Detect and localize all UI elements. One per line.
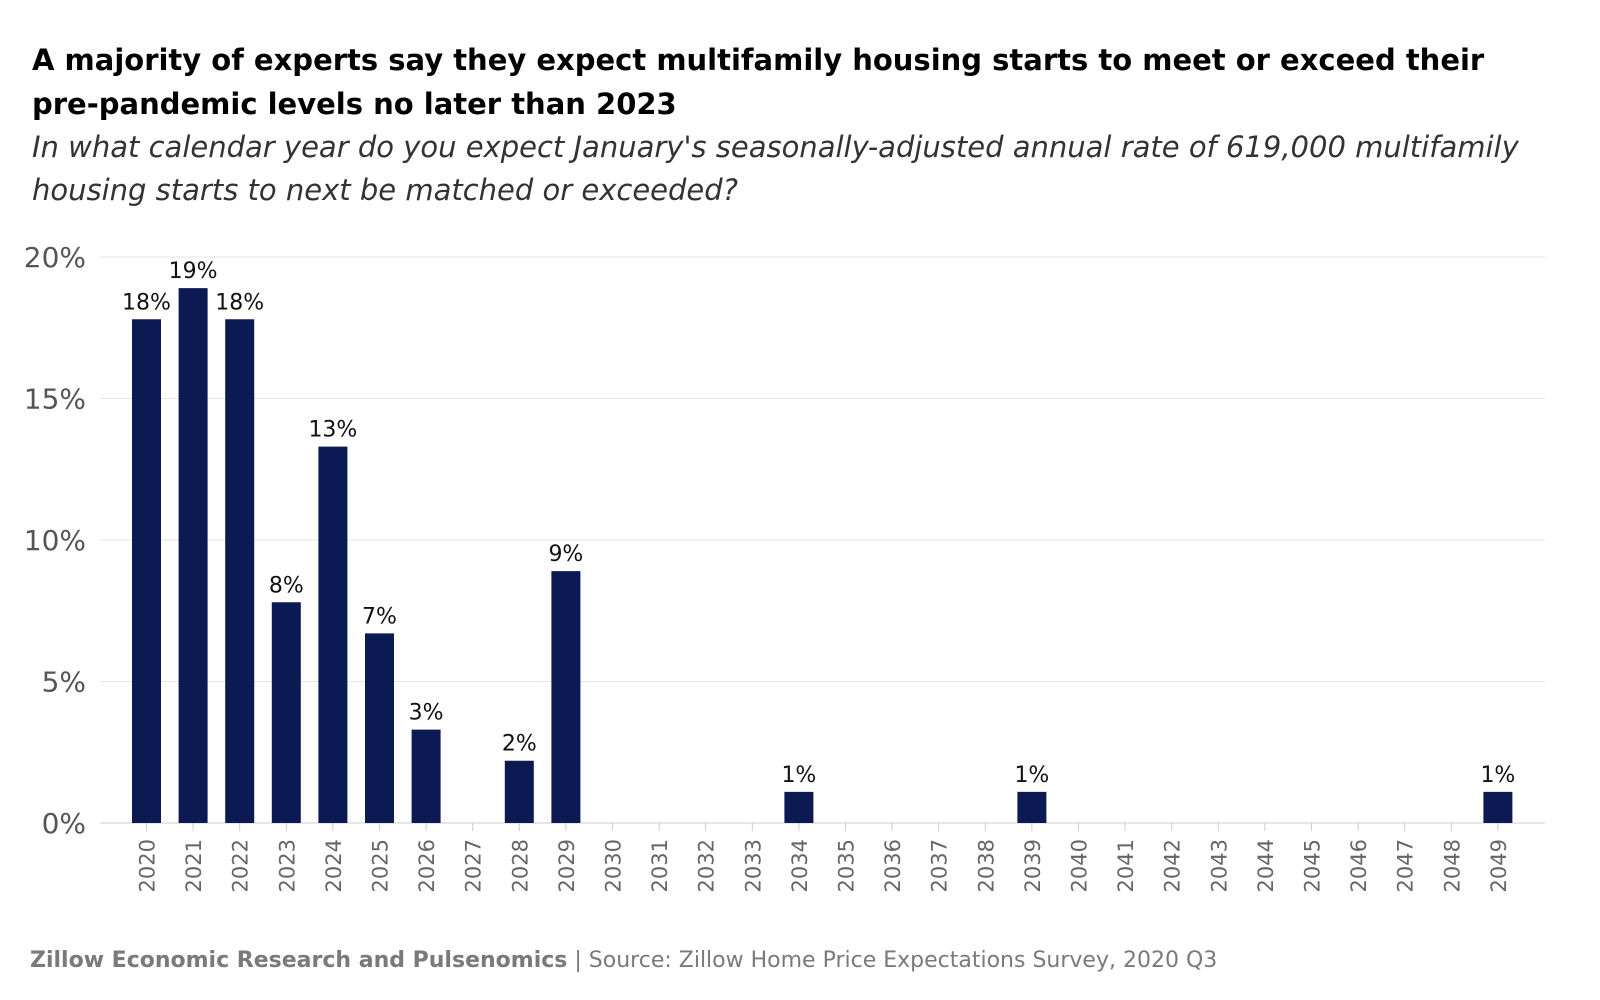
bar xyxy=(178,288,208,823)
data-label: 7% xyxy=(362,604,397,629)
x-tick-label: 2031 xyxy=(648,839,672,892)
x-tick-label: 2033 xyxy=(741,839,765,892)
x-tick-label: 2047 xyxy=(1394,839,1418,892)
x-tick-label: 2042 xyxy=(1161,839,1185,892)
y-tick-label: 20% xyxy=(24,241,86,274)
data-label: 18% xyxy=(215,290,264,315)
x-tick-label: 2035 xyxy=(835,839,859,892)
bar xyxy=(132,319,161,823)
data-label: 19% xyxy=(169,259,218,284)
data-label: 2% xyxy=(502,732,537,757)
bar xyxy=(504,760,534,823)
x-tick-label: 2034 xyxy=(788,839,812,892)
x-tick-label: 2021 xyxy=(182,839,206,892)
x-tick-label: 2023 xyxy=(275,839,299,892)
x-tick-label: 2049 xyxy=(1487,839,1511,892)
x-tick-label: 2041 xyxy=(1114,839,1138,892)
bar xyxy=(318,446,348,823)
bar xyxy=(411,729,441,823)
data-label: 9% xyxy=(548,542,583,567)
bar xyxy=(551,571,581,823)
bar xyxy=(225,319,255,823)
data-label: 1% xyxy=(1480,763,1515,788)
bar xyxy=(271,602,301,823)
x-tick-label: 2032 xyxy=(695,839,719,892)
x-tick-label: 2044 xyxy=(1254,839,1278,892)
x-tick-label: 2039 xyxy=(1021,839,1045,892)
y-tick-label: 0% xyxy=(42,807,86,840)
footer-source: Source: Zillow Home Price Expectations S… xyxy=(588,948,1218,973)
x-tick-label: 2025 xyxy=(369,839,393,892)
data-label: 3% xyxy=(409,701,444,726)
footer-separator: | xyxy=(574,948,582,973)
x-tick-label: 2026 xyxy=(415,839,439,892)
x-tick-label: 2040 xyxy=(1068,839,1092,892)
footer-org: Zillow Economic Research and Pulsenomics xyxy=(30,948,568,973)
x-tick-label: 2029 xyxy=(555,839,579,892)
x-tick-label: 2048 xyxy=(1440,839,1464,892)
x-tick-label: 2045 xyxy=(1301,839,1325,892)
x-tick-label: 2024 xyxy=(322,839,346,892)
x-tick-label: 2030 xyxy=(602,839,626,892)
data-label: 18% xyxy=(122,290,171,315)
bar-chart: 0% 5% 10% 15% 20% 18% 2020 19% 2021 18% 2022 8% 2023… xyxy=(24,241,1545,892)
x-tick-label: 2028 xyxy=(508,839,532,892)
data-label: 13% xyxy=(308,418,357,443)
footer: Zillow Economic Research and Pulsenomics… xyxy=(30,948,1217,973)
x-tick-label: 2027 xyxy=(462,839,486,892)
y-tick-label: 5% xyxy=(42,666,86,699)
data-label: 1% xyxy=(781,763,816,788)
data-label: 8% xyxy=(269,573,304,598)
chart-title: A majority of experts say they expect mu… xyxy=(32,43,1485,121)
x-tick-label: 2036 xyxy=(881,839,905,892)
data-label: 1% xyxy=(1014,763,1049,788)
y-tick-label: 10% xyxy=(24,524,86,557)
chart-subtitle: In what calendar year do you expect Janu… xyxy=(32,130,1519,207)
y-tick-label: 15% xyxy=(24,383,86,416)
x-tick-label: 2046 xyxy=(1347,839,1371,892)
x-tick-label: 2020 xyxy=(136,839,160,892)
bar xyxy=(365,633,394,823)
bar xyxy=(784,791,814,823)
bar xyxy=(1017,791,1047,823)
x-tick-label: 2043 xyxy=(1207,839,1231,892)
bar xyxy=(1483,791,1513,823)
x-tick-label: 2037 xyxy=(928,839,952,892)
x-tick-label: 2038 xyxy=(974,839,998,892)
x-tick-label: 2022 xyxy=(229,839,253,892)
